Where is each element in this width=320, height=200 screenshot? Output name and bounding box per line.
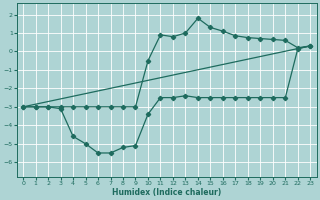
X-axis label: Humidex (Indice chaleur): Humidex (Indice chaleur) (112, 188, 221, 197)
